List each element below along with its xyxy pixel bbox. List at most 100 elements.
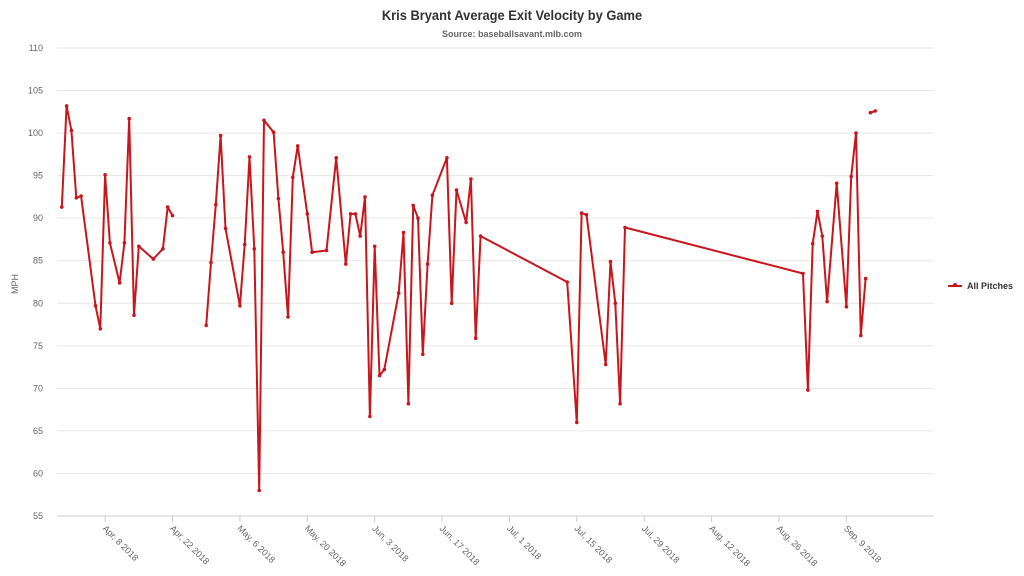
data-point [416, 216, 420, 220]
data-point [324, 248, 329, 253]
data-point [618, 401, 622, 406]
data-point [425, 262, 430, 266]
data-point [286, 315, 290, 319]
data-point [801, 271, 805, 276]
y-tick-label: 65 [33, 426, 43, 436]
x-axis-ticks: Apr, 8 2018 Apr, 22 2018 May, 6 2018 May, 2… [101, 516, 883, 569]
data-point [464, 220, 468, 225]
data-point [849, 174, 853, 179]
data-point [815, 209, 820, 214]
data-point [348, 212, 353, 216]
chart-title: Kris Bryant Average Exit Velocity by Gam… [381, 7, 643, 23]
data-point [305, 212, 310, 216]
y-tick-label: 85 [33, 256, 43, 266]
data-point [170, 213, 175, 218]
data-point [60, 205, 64, 209]
x-tick-label: Jun, 3 2018 [370, 523, 410, 563]
series-all-pitches[interactable] [60, 104, 877, 493]
chart-subtitle: Source: baseballsavant.mlb.com [441, 29, 583, 39]
data-point [382, 367, 387, 372]
x-tick-label: Apr, 8 2018 [101, 523, 141, 563]
data-point [363, 195, 367, 199]
legend-label: All Pitches [967, 281, 1014, 291]
data-point [377, 373, 382, 378]
legend-swatch [948, 283, 962, 287]
data-point [271, 130, 276, 134]
data-point [98, 327, 103, 331]
data-point [854, 131, 858, 135]
y-tick-label: 95 [33, 171, 43, 181]
data-point [122, 241, 127, 245]
data-point [257, 488, 262, 493]
data-point [353, 212, 358, 216]
data-point [281, 250, 286, 254]
data-point [132, 313, 136, 318]
data-point [209, 260, 213, 265]
x-tick-label: Jul, 15 2018 [572, 523, 614, 565]
data-point [262, 118, 266, 123]
data-point [396, 291, 401, 295]
data-point [406, 401, 411, 406]
data-point [103, 173, 107, 177]
x-tick-label: Jul, 29 2018 [640, 523, 682, 565]
data-point [454, 188, 459, 192]
data-point [584, 213, 589, 217]
data-point [310, 250, 314, 254]
y-tick-label: 100 [28, 128, 43, 138]
data-point [368, 414, 372, 419]
y-axis-title: MPH [10, 274, 20, 294]
data-point [579, 211, 584, 215]
data-point [127, 116, 131, 121]
data-point [603, 362, 608, 367]
x-tick-label: Jun, 17 2018 [438, 523, 482, 567]
data-point [825, 299, 829, 304]
data-point [69, 128, 74, 133]
data-point [469, 177, 473, 181]
data-point [64, 104, 69, 108]
data-point [204, 323, 208, 328]
data-point [613, 301, 618, 306]
y-tick-label: 70 [33, 383, 43, 393]
data-point [242, 242, 247, 247]
data-point [358, 234, 363, 238]
y-tick-label: 80 [33, 298, 43, 308]
data-point [372, 244, 377, 249]
data-point [401, 230, 406, 235]
data-point [834, 181, 839, 186]
data-point [608, 259, 613, 264]
series-line [205, 119, 867, 492]
x-tick-label: May, 6 2018 [235, 523, 277, 565]
data-point [421, 352, 425, 357]
data-point [844, 304, 849, 309]
x-tick-label: Aug, 12 2018 [707, 523, 752, 568]
data-point [873, 109, 877, 113]
data-point [108, 241, 112, 245]
data-point [863, 276, 868, 281]
grid-lines [57, 47, 933, 517]
data-point [575, 420, 579, 425]
x-tick-label: Sep, 9 2018 [842, 523, 883, 564]
data-point [565, 280, 569, 284]
data-point [411, 203, 416, 208]
x-tick-label: May, 20 2018 [303, 523, 348, 568]
data-point [93, 304, 98, 308]
data-point [161, 247, 165, 251]
legend-item-all-pitches[interactable]: All Pitches [948, 281, 1013, 291]
x-tick-label: Aug, 26 2018 [775, 523, 820, 568]
y-tick-label: 110 [29, 43, 43, 53]
data-point [151, 257, 156, 261]
data-point [449, 301, 454, 306]
y-tick-label: 55 [33, 511, 43, 521]
data-point [868, 110, 873, 115]
data-point [810, 241, 815, 246]
data-point [473, 336, 478, 341]
data-point [344, 262, 348, 266]
data-point [165, 205, 170, 209]
data-point [445, 156, 449, 160]
y-tick-label: 75 [33, 341, 43, 351]
data-point [117, 281, 122, 285]
data-point [430, 193, 435, 197]
data-point [478, 234, 483, 238]
data-point [218, 133, 223, 138]
